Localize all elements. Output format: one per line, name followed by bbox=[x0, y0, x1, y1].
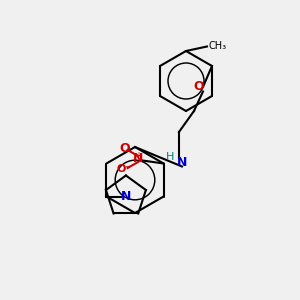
Text: O: O bbox=[119, 142, 130, 155]
Text: N: N bbox=[177, 155, 187, 169]
Text: +: + bbox=[134, 151, 142, 161]
Text: N: N bbox=[121, 190, 131, 203]
Text: O: O bbox=[193, 80, 204, 94]
Text: H: H bbox=[166, 152, 174, 163]
Text: O⁻: O⁻ bbox=[117, 164, 132, 175]
Text: N: N bbox=[133, 152, 143, 166]
Text: CH₃: CH₃ bbox=[208, 41, 226, 52]
